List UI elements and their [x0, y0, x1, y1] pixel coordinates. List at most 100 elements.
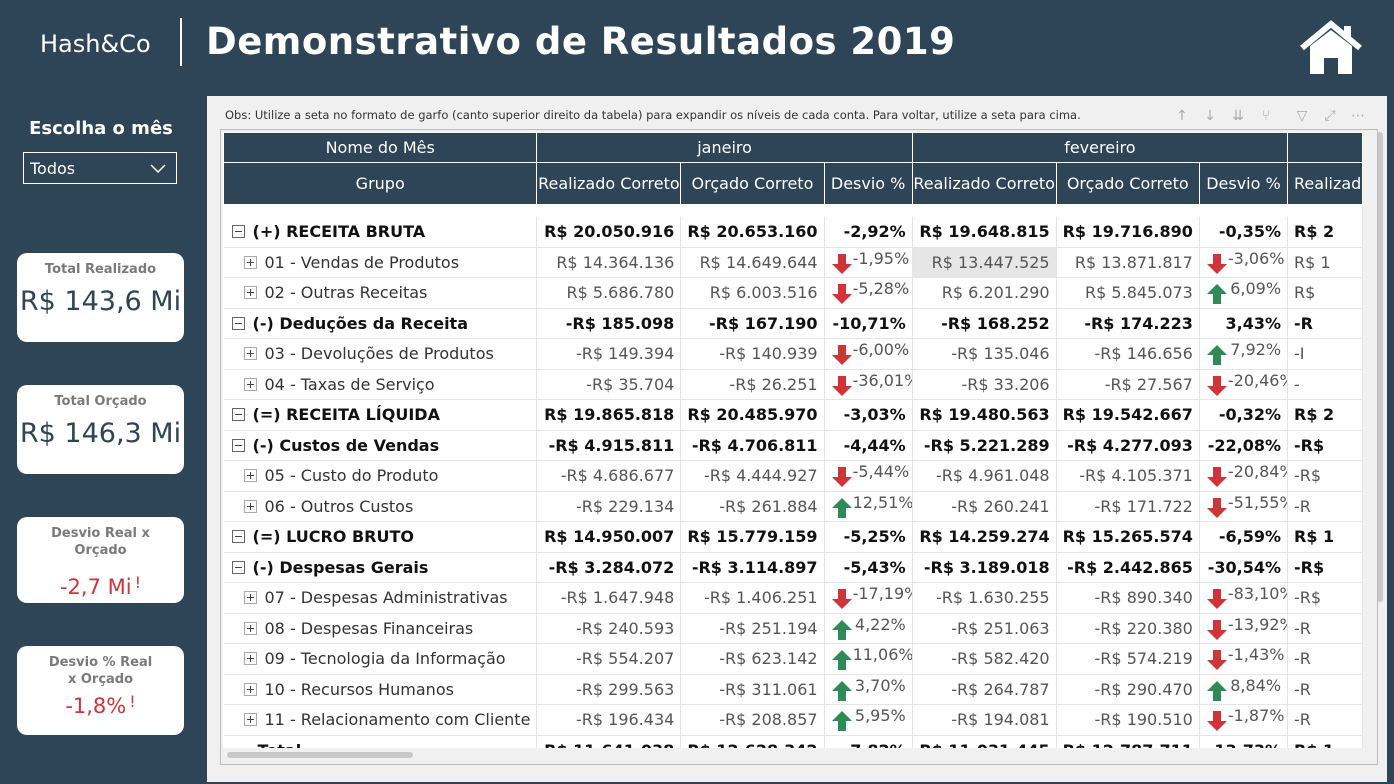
- collapse-icon[interactable]: [231, 438, 245, 452]
- column-header[interactable]: Desvio %: [1198, 162, 1289, 205]
- cell-truncated: -R$: [1287, 582, 1363, 614]
- cell-orcado: -R$ 574.219: [1056, 643, 1200, 675]
- expand-icon[interactable]: [243, 377, 257, 391]
- expand-icon[interactable]: [243, 255, 257, 269]
- alert-flag: !: [129, 692, 136, 711]
- cell-desvio: -13,92%: [1199, 613, 1289, 644]
- cell-realizado: R$ 19.648.815: [912, 216, 1057, 248]
- column-header[interactable]: Desvio %: [823, 162, 913, 205]
- column-header[interactable]: Realizado Correto: [536, 162, 682, 205]
- alert-flag: !: [134, 573, 142, 592]
- home-icon[interactable]: [1298, 20, 1364, 76]
- drill-up-icon[interactable]: ↑: [1176, 108, 1188, 124]
- cell-truncated: R$ 2: [1287, 399, 1363, 431]
- cell-orcado: -R$ 174.223: [1056, 308, 1200, 339]
- cell-truncated: -R: [1287, 643, 1363, 675]
- matrix-table: Nome do Mês janeiro fevereiro Grupo Real…: [223, 132, 1363, 748]
- collapse-icon[interactable]: [231, 408, 245, 422]
- collapse-icon[interactable]: [231, 560, 245, 574]
- month-select[interactable]: Todos: [23, 152, 177, 184]
- cell-orcado: -R$ 311.061: [680, 674, 825, 705]
- arrow-down-icon: [831, 467, 852, 488]
- table-row[interactable]: 01 - Vendas de Produtos R$ 14.364.136 R$ 1…: [223, 247, 1363, 278]
- cell-desvio: -30,54%: [1199, 552, 1289, 583]
- cell-realizado: -R$ 135.046: [912, 338, 1057, 370]
- cell-realizado: -R$ 185.098: [536, 308, 682, 339]
- table-row[interactable]: 08 - Despesas Financeiras -R$ 240.593 -R$ …: [223, 613, 1363, 644]
- cell-orcado: R$ 20.653.160: [680, 216, 825, 248]
- cell-truncated: R$ 1: [1287, 247, 1363, 278]
- cell-desvio: -20,46%: [1199, 369, 1289, 400]
- table-row[interactable]: (=) LUCRO BRUTO R$ 14.950.007 R$ 15.779.15…: [223, 521, 1363, 553]
- table-row[interactable]: 11 - Relacionamento com Cliente -R$ 196.4…: [223, 704, 1363, 736]
- expand-icon[interactable]: [243, 713, 257, 727]
- table-row[interactable]: 07 - Despesas Administrativas -R$ 1.647.9…: [223, 582, 1363, 614]
- table-row[interactable]: 09 - Tecnologia da Informação -R$ 554.207…: [223, 643, 1363, 675]
- expand-icon[interactable]: [243, 286, 257, 300]
- filter-icon[interactable]: ▽: [1296, 108, 1308, 124]
- cell-truncated: -: [1287, 369, 1363, 400]
- cell-orcado: -R$ 27.567: [1056, 369, 1200, 400]
- total-desvio: -7,82%: [824, 735, 913, 748]
- cell-desvio: -5,28%: [824, 277, 913, 309]
- cell-realizado: -R$ 3.189.018: [912, 552, 1057, 583]
- vertical-scrollbar[interactable]: [1377, 132, 1383, 602]
- expand-all-icon[interactable]: ⇊: [1232, 108, 1244, 124]
- arrow-up-icon: [1206, 680, 1227, 701]
- table-row[interactable]: (-) Deduções da Receita -R$ 185.098 -R$ 16…: [223, 308, 1363, 339]
- collapse-icon[interactable]: [231, 530, 245, 544]
- cell-realizado: -R$ 260.241: [912, 491, 1057, 522]
- expand-icon[interactable]: [243, 499, 257, 513]
- kpi-value: R$ 143,6 Mi: [19, 286, 182, 317]
- expand-icon[interactable]: [243, 469, 257, 483]
- table-row[interactable]: 06 - Outros Custos -R$ 229.134 -R$ 261.884…: [223, 491, 1363, 522]
- cell-realizado: R$ 6.201.290: [912, 277, 1057, 309]
- cell-realizado: -R$ 582.420: [912, 643, 1057, 675]
- collapse-icon[interactable]: [231, 316, 245, 330]
- cell-desvio: 8,84%: [1199, 674, 1289, 705]
- expand-icon[interactable]: [243, 591, 257, 605]
- table-row[interactable]: (+) RECEITA BRUTA R$ 20.050.916 R$ 20.653.…: [223, 216, 1363, 248]
- table-row[interactable]: 10 - Recursos Humanos -R$ 299.563 -R$ 311.…: [223, 674, 1363, 705]
- horizontal-scrollbar[interactable]: [227, 752, 413, 758]
- column-header-grupo[interactable]: Grupo: [223, 162, 538, 205]
- arrow-down-icon: [1206, 375, 1227, 396]
- table-row[interactable]: 05 - Custo do Produto -R$ 4.686.677 -R$ 4.…: [223, 460, 1363, 492]
- cell-realizado: -R$ 149.394: [536, 338, 682, 370]
- fork-expand-icon[interactable]: ⑂: [1261, 108, 1271, 124]
- focus-mode-icon[interactable]: ⤢: [1324, 108, 1336, 124]
- table-row[interactable]: (-) Despesas Gerais -R$ 3.284.072 -R$ 3.11…: [223, 552, 1363, 583]
- cell-desvio: -51,55%: [1199, 491, 1289, 522]
- row-label: 09 - Tecnologia da Informação: [223, 643, 538, 675]
- arrow-down-icon: [1206, 589, 1227, 610]
- cell-orcado: -R$ 26.251: [680, 369, 825, 400]
- table-row[interactable]: (=) RECEITA LÍQUIDA R$ 19.865.818 R$ 20.48…: [223, 399, 1363, 431]
- cell-truncated: R$ 1: [1287, 521, 1363, 553]
- cell-orcado: -R$ 1.406.251: [680, 582, 825, 614]
- visual-toolbar: ↑ ↓ ⇊ ⑂ ▽ ⤢ ⋯: [1169, 106, 1371, 126]
- cell-truncated: -R: [1287, 613, 1363, 644]
- cell-realizado: R$ 20.050.916: [536, 216, 682, 248]
- column-header[interactable]: Realizado Correto: [911, 162, 1057, 205]
- page-title: Demonstrativo de Resultados 2019: [206, 20, 956, 63]
- expand-icon[interactable]: [243, 347, 257, 361]
- cell-desvio: -22,08%: [1199, 430, 1289, 461]
- cell-realizado: -R$ 554.207: [536, 643, 682, 675]
- collapse-icon[interactable]: [231, 225, 245, 238]
- cell-truncated: -R$: [1287, 430, 1363, 461]
- table-row[interactable]: (-) Custos de Vendas -R$ 4.915.811 -R$ 4.7…: [223, 430, 1363, 461]
- drill-down-icon[interactable]: ↓: [1204, 108, 1216, 124]
- row-label: 10 - Recursos Humanos: [223, 674, 538, 705]
- cell-realizado: -R$ 35.704: [536, 369, 682, 400]
- expand-icon[interactable]: [243, 652, 257, 666]
- column-header[interactable]: Realizad: [1287, 162, 1363, 205]
- expand-icon[interactable]: [243, 682, 257, 696]
- table-row[interactable]: 02 - Outras Receitas R$ 5.686.780 R$ 6.003…: [223, 277, 1363, 309]
- expand-icon[interactable]: [243, 621, 257, 635]
- column-header[interactable]: Orçado Correto: [1055, 162, 1200, 205]
- cell-desvio: -36,01%: [824, 369, 913, 400]
- more-options-icon[interactable]: ⋯: [1351, 108, 1365, 124]
- column-header[interactable]: Orçado Correto: [680, 162, 825, 205]
- table-row[interactable]: 03 - Devoluções de Produtos -R$ 149.394 -R…: [223, 338, 1363, 370]
- table-row[interactable]: 04 - Taxas de Serviço -R$ 35.704 -R$ 26.25…: [223, 369, 1363, 400]
